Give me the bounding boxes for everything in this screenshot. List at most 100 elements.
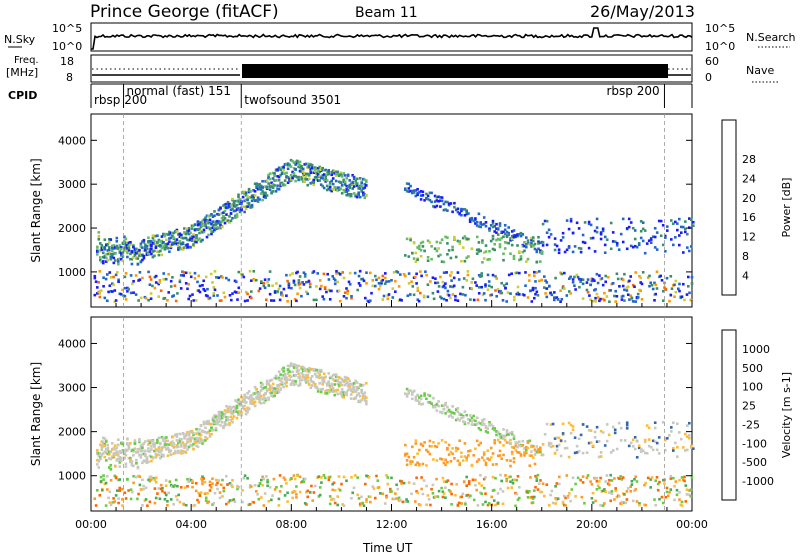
range-cell bbox=[198, 428, 201, 431]
range-cell bbox=[105, 440, 108, 443]
range-cell bbox=[323, 273, 326, 276]
range-cell bbox=[415, 252, 418, 255]
range-cell bbox=[429, 395, 432, 398]
range-cell bbox=[241, 489, 244, 492]
range-cell bbox=[290, 477, 293, 480]
range-cell bbox=[528, 274, 531, 277]
range-cell bbox=[165, 443, 168, 446]
range-cell bbox=[299, 275, 302, 278]
range-cell bbox=[422, 245, 425, 248]
range-cell bbox=[454, 299, 457, 302]
range-cell bbox=[227, 419, 230, 422]
range-cell bbox=[138, 252, 141, 255]
range-cell bbox=[419, 270, 422, 273]
range-cell bbox=[365, 396, 368, 399]
range-cell bbox=[509, 480, 512, 483]
range-cell bbox=[204, 223, 207, 226]
range-cell bbox=[676, 494, 679, 497]
range-cell bbox=[272, 383, 275, 386]
range-cell bbox=[542, 223, 545, 226]
range-cell bbox=[462, 493, 465, 496]
range-cell bbox=[578, 438, 581, 441]
range-cell bbox=[451, 405, 454, 408]
range-cell bbox=[480, 272, 483, 275]
range-cell bbox=[646, 452, 649, 455]
range-cell bbox=[665, 288, 668, 291]
range-cell bbox=[680, 438, 683, 441]
range-cell bbox=[126, 438, 129, 441]
range-cell bbox=[174, 284, 177, 287]
range-cell bbox=[606, 295, 609, 298]
range-cell bbox=[211, 477, 214, 480]
range-cell bbox=[474, 420, 477, 423]
range-cell bbox=[215, 427, 218, 430]
range-cell bbox=[670, 275, 673, 278]
range-cell bbox=[592, 501, 595, 504]
cpid-segments: rbsp 200normal (fast) 151twofsound 3501r… bbox=[91, 84, 692, 108]
range-cell bbox=[317, 390, 320, 393]
colorbar-frame bbox=[722, 330, 736, 500]
range-cell bbox=[354, 397, 357, 400]
range-cell bbox=[497, 439, 500, 442]
range-cell bbox=[231, 479, 234, 482]
range-cell bbox=[596, 488, 599, 491]
range-cell bbox=[619, 475, 622, 478]
range-cell bbox=[155, 481, 158, 484]
range-cell bbox=[323, 187, 326, 190]
range-cell bbox=[492, 235, 495, 238]
range-cell bbox=[495, 223, 498, 226]
range-cell bbox=[350, 497, 353, 500]
range-cell bbox=[356, 494, 359, 497]
range-cell bbox=[321, 388, 324, 391]
range-cell bbox=[182, 503, 185, 506]
range-cell bbox=[157, 295, 160, 298]
range-cell bbox=[532, 445, 535, 448]
range-cell bbox=[516, 272, 519, 275]
range-cell bbox=[300, 379, 303, 382]
range-cell bbox=[541, 491, 544, 494]
range-cell bbox=[443, 298, 446, 301]
range-cell bbox=[254, 405, 257, 408]
range-cell bbox=[199, 494, 202, 497]
range-cell bbox=[150, 297, 153, 300]
range-cell bbox=[485, 225, 488, 228]
range-cell bbox=[642, 271, 645, 274]
range-cell bbox=[362, 384, 365, 387]
range-cell bbox=[158, 447, 161, 450]
range-cell bbox=[564, 497, 567, 500]
range-cell bbox=[681, 504, 684, 507]
range-cell bbox=[313, 491, 316, 494]
range-cell bbox=[120, 248, 123, 251]
range-cell bbox=[690, 445, 693, 448]
range-cell bbox=[476, 252, 479, 255]
range-cell bbox=[670, 426, 673, 429]
range-cell bbox=[441, 439, 444, 442]
range-cell bbox=[135, 459, 138, 462]
range-cell bbox=[149, 283, 152, 286]
range-cell bbox=[195, 234, 198, 237]
range-cell bbox=[550, 233, 553, 236]
range-cell bbox=[270, 499, 273, 502]
range-cell bbox=[127, 489, 130, 492]
range-cell bbox=[284, 179, 287, 182]
range-cell bbox=[106, 475, 109, 478]
range-cell bbox=[138, 438, 141, 441]
range-cell bbox=[326, 185, 329, 188]
range-cell bbox=[309, 387, 312, 390]
range-cell bbox=[341, 175, 344, 178]
range-cell bbox=[490, 447, 493, 450]
range-cell bbox=[335, 373, 338, 376]
range-cell bbox=[480, 492, 483, 495]
range-cell bbox=[586, 281, 589, 284]
range-cell bbox=[430, 445, 433, 448]
colorbar-tick-label: -25 bbox=[742, 418, 760, 431]
range-cell bbox=[368, 476, 371, 479]
range-cell bbox=[280, 291, 283, 294]
range-cell bbox=[231, 418, 234, 421]
range-cell bbox=[166, 299, 169, 302]
range-cell bbox=[558, 437, 561, 440]
range-cell bbox=[207, 234, 210, 237]
range-cell bbox=[580, 247, 583, 250]
range-cell bbox=[220, 484, 223, 487]
range-cell bbox=[594, 431, 597, 434]
